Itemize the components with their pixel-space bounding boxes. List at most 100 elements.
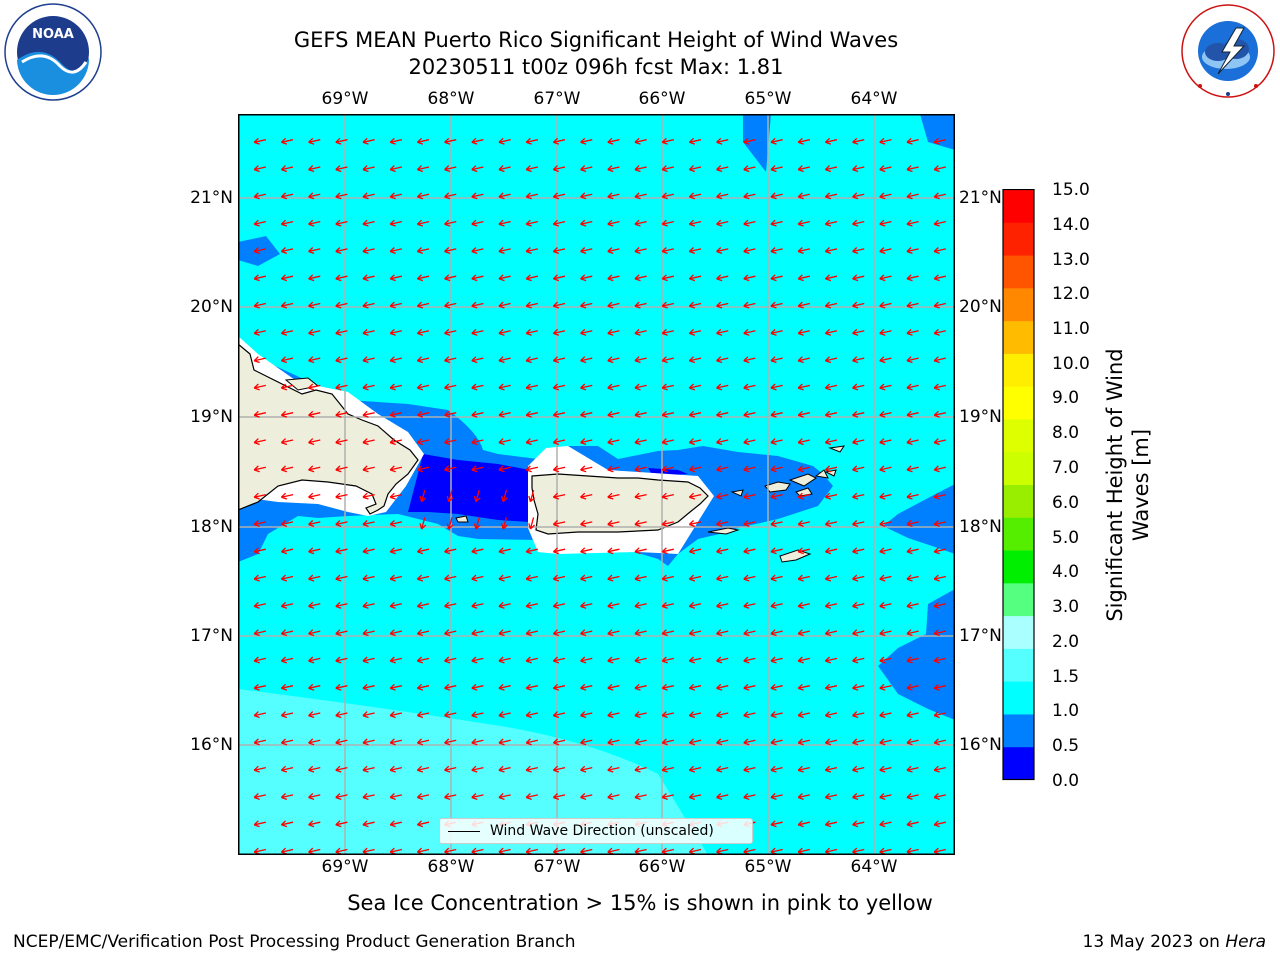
- wind-wave-arrow: [906, 793, 919, 800]
- wind-wave-arrow: [607, 383, 620, 391]
- wind-wave-arrow: [253, 356, 266, 364]
- wind-wave-arrow: [280, 247, 294, 254]
- wind-wave-arrow: [743, 410, 756, 418]
- wind-wave-arrow: [770, 219, 783, 227]
- colorbar-label: 15.0: [1052, 180, 1090, 200]
- lat-label-left-19N: 19°N: [190, 407, 233, 427]
- wind-wave-arrow: [852, 629, 865, 637]
- wind-wave-arrow: [389, 765, 402, 773]
- wind-wave-arrow: [688, 629, 702, 637]
- wind-wave-arrow: [933, 574, 946, 582]
- wind-wave-arrow: [634, 547, 647, 555]
- wind-wave-arrow: [525, 629, 538, 637]
- wind-wave-arrow: [852, 793, 865, 800]
- wind-wave-arrow: [688, 601, 702, 609]
- wind-wave-arrow: [634, 683, 647, 691]
- wind-wave-arrow: [852, 274, 865, 282]
- wind-wave-arrow: [770, 438, 783, 446]
- wind-wave-arrow: [335, 219, 348, 227]
- wind-wave-arrow: [552, 301, 566, 309]
- wind-wave-arrow: [580, 219, 593, 227]
- wind-wave-arrow: [471, 410, 484, 418]
- colorbar-segment: [1003, 255, 1034, 289]
- wind-wave-arrow: [580, 793, 593, 800]
- wind-wave-arrow: [607, 438, 620, 446]
- wind-wave-arrow: [852, 383, 865, 391]
- wind-wave-arrow: [552, 465, 566, 473]
- lat-label-left-17N: 17°N: [190, 626, 233, 646]
- wind-wave-arrow: [446, 517, 454, 530]
- wind-wave-arrow: [933, 683, 946, 691]
- wind-wave-arrow: [253, 820, 266, 828]
- wind-wave-arrow: [498, 247, 511, 254]
- wind-wave-arrow: [444, 683, 457, 691]
- wind-wave-arrow: [607, 601, 620, 609]
- wind-wave-arrow: [634, 656, 647, 664]
- wind-wave-arrow: [770, 820, 783, 828]
- wind-wave-arrow: [688, 219, 702, 227]
- wind-wave-arrow: [770, 738, 783, 746]
- wind-wave-arrow: [416, 547, 430, 555]
- wind-wave-arrow: [389, 165, 402, 173]
- wind-wave-arrow: [933, 383, 946, 391]
- wind-wave-arrow: [607, 192, 620, 200]
- wind-wave-arrow: [362, 520, 375, 527]
- wind-wave-arrow: [416, 656, 430, 664]
- wind-wave-arrow: [253, 328, 266, 336]
- wind-wave-arrow: [253, 574, 266, 582]
- wind-wave-arrow: [471, 738, 484, 746]
- wind-wave-arrow: [525, 547, 538, 555]
- wind-wave-arrow: [797, 793, 810, 800]
- wind-wave-arrow: [688, 247, 702, 254]
- wind-wave-arrow: [525, 356, 538, 364]
- wind-wave-arrow: [498, 601, 511, 609]
- wind-wave-arrow: [416, 328, 430, 336]
- colorbar-segment: [1003, 386, 1034, 420]
- wind-wave-arrow: [389, 356, 402, 364]
- wind-wave-arrow: [906, 711, 919, 719]
- wind-wave-arrow: [824, 738, 838, 746]
- colorbar-label: 13.0: [1052, 250, 1090, 270]
- wind-wave-arrow: [688, 192, 702, 200]
- wind-wave-arrow: [933, 438, 946, 446]
- wind-wave-arrow: [280, 165, 294, 173]
- wind-wave-arrow: [661, 520, 674, 527]
- wind-wave-arrow: [444, 656, 457, 664]
- wind-wave-arrow: [716, 765, 729, 773]
- wind-wave-arrow: [335, 520, 348, 527]
- wind-wave-arrow: [716, 520, 729, 527]
- wind-wave-arrow: [879, 410, 892, 418]
- wind-wave-arrow: [552, 137, 566, 145]
- wind-wave-arrow: [253, 465, 266, 473]
- lon-label-bottom-67W: 67°W: [533, 857, 581, 877]
- wind-wave-arrow: [661, 656, 674, 664]
- wind-wave-arrow: [308, 793, 321, 800]
- wind-wave-arrow: [743, 192, 756, 200]
- wind-wave-arrow: [879, 629, 892, 637]
- wind-wave-arrow: [498, 465, 511, 473]
- wind-wave-arrow: [688, 438, 702, 446]
- wind-wave-arrow: [634, 247, 647, 254]
- wind-wave-arrow: [416, 711, 430, 719]
- colorbar-segment: [1003, 517, 1034, 551]
- wind-wave-arrow: [824, 137, 838, 145]
- wind-wave-arrow: [335, 574, 348, 582]
- wind-wave-arrow: [688, 765, 702, 773]
- lat-label-right-20N: 20°N: [959, 297, 1002, 317]
- wind-wave-arrow: [716, 165, 729, 173]
- wind-wave-arrow: [824, 410, 838, 418]
- sea-ice-note: Sea Ice Concentration > 15% is shown in …: [347, 891, 933, 915]
- wind-wave-arrow: [716, 328, 729, 336]
- wind-wave-arrow: [634, 520, 647, 527]
- wind-wave-arrow: [552, 274, 566, 282]
- wind-wave-arrow: [280, 738, 294, 746]
- wind-wave-arrow: [580, 192, 593, 200]
- wind-wave-arrow: [797, 765, 810, 773]
- wind-wave-arrow: [335, 793, 348, 800]
- wind-wave-arrow: [552, 328, 566, 336]
- wind-wave-arrow: [906, 137, 919, 145]
- wind-wave-arrow: [906, 820, 919, 828]
- wind-wave-arrow: [824, 301, 838, 309]
- wind-wave-arrow: [498, 547, 511, 555]
- wind-wave-arrow: [580, 547, 593, 555]
